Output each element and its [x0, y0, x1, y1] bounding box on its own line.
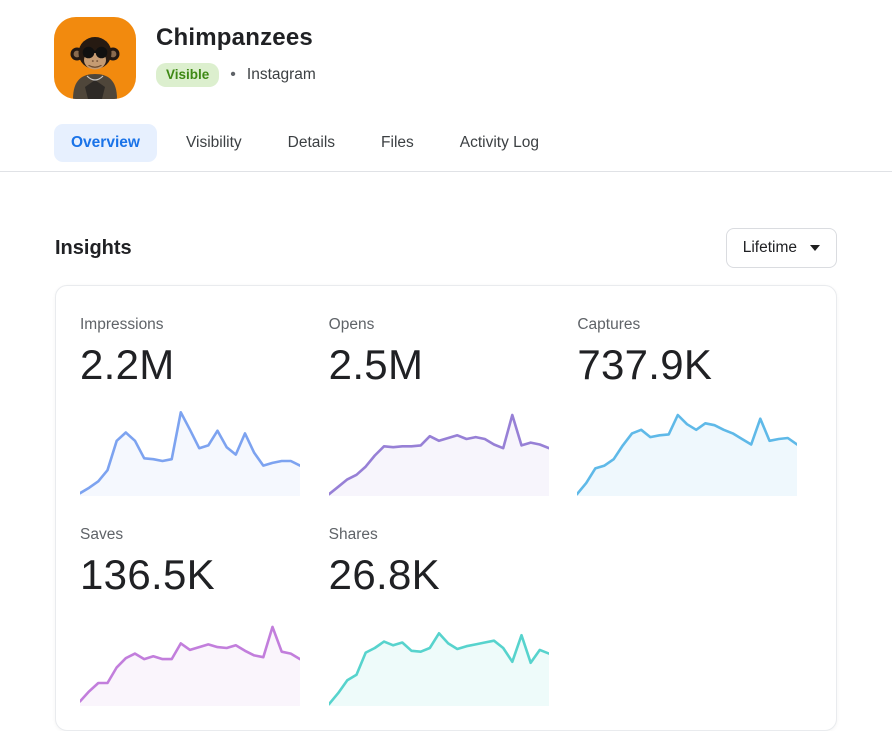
- date-range-value: Lifetime: [742, 239, 797, 257]
- tab-activity-log[interactable]: Activity Log: [443, 124, 556, 162]
- tab-visibility[interactable]: Visibility: [169, 124, 259, 162]
- profile-avatar: [54, 17, 136, 99]
- tab-overview[interactable]: Overview: [54, 124, 157, 163]
- insights-card: Impressions 2.2M Opens 2.5M Captures 737.9K Sa…: [55, 285, 837, 731]
- sparkline-captures: [577, 413, 798, 497]
- sparkline-saves: [80, 625, 300, 707]
- main-content: Insights Lifetime Impressions 2.2M Opens 2.…: [0, 228, 892, 731]
- metric-value: 737.9K: [577, 341, 713, 389]
- sparkline-impressions: [80, 411, 300, 497]
- insights-title: Insights: [55, 236, 132, 259]
- header-divider: [0, 171, 892, 173]
- metric-tile-captures: Captures 737.9K: [577, 316, 812, 497]
- metric-label: Opens: [328, 316, 375, 334]
- metric-label: Impressions: [80, 316, 164, 334]
- tab-details[interactable]: Details: [271, 124, 352, 162]
- metric-label: Saves: [80, 526, 124, 544]
- metric-tile-saves: Saves 136.5K: [80, 526, 315, 707]
- chevron-down-icon: [810, 245, 820, 252]
- metric-label: Captures: [577, 316, 641, 334]
- sparkline-opens: [328, 413, 549, 497]
- metric-tile-shares: Shares 26.8K: [328, 526, 564, 707]
- date-range-dropdown[interactable]: Lifetime: [725, 228, 837, 269]
- metric-tile-impressions: Impressions 2.2M: [80, 316, 315, 497]
- platform-label: Instagram: [246, 66, 316, 84]
- sparkline-shares: [328, 632, 549, 707]
- metric-label: Shares: [328, 526, 378, 544]
- chimpanzee-image: [54, 17, 136, 99]
- metric-value: 26.8K: [328, 551, 440, 599]
- metric-tile-opens: Opens 2.5M: [328, 316, 564, 497]
- status-badge: Visible: [156, 63, 220, 88]
- metric-value: 2.2M: [80, 341, 175, 389]
- page-title: Chimpanzees: [156, 24, 313, 51]
- metric-value: 2.5M: [328, 341, 424, 389]
- dot-separator: •: [230, 66, 236, 84]
- metric-value: 136.5K: [80, 551, 215, 599]
- profile-header: Chimpanzees Visible • Instagram: [0, 0, 892, 99]
- tab-files[interactable]: Files: [364, 124, 431, 162]
- tab-bar: Overview Visibility Details Files Activity L…: [54, 124, 892, 171]
